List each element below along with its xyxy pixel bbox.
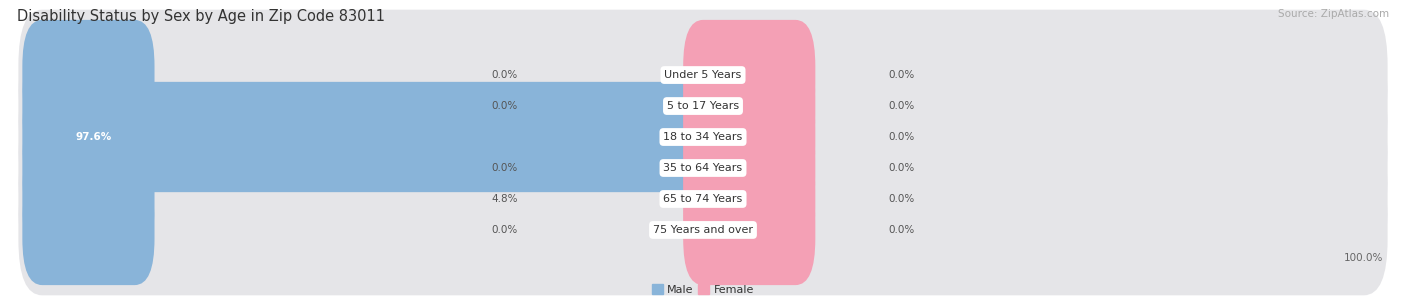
Text: 0.0%: 0.0% [889, 163, 914, 173]
FancyBboxPatch shape [18, 10, 1388, 140]
Text: 65 to 74 Years: 65 to 74 Years [664, 194, 742, 204]
Text: 0.0%: 0.0% [492, 101, 517, 111]
Text: Disability Status by Sex by Age in Zip Code 83011: Disability Status by Sex by Age in Zip C… [17, 9, 385, 24]
Text: Under 5 Years: Under 5 Years [665, 70, 741, 80]
Text: 97.6%: 97.6% [76, 132, 111, 142]
FancyBboxPatch shape [22, 82, 707, 192]
Text: 0.0%: 0.0% [889, 101, 914, 111]
Text: 0.0%: 0.0% [889, 132, 914, 142]
Text: 0.0%: 0.0% [492, 70, 517, 80]
FancyBboxPatch shape [18, 165, 1388, 295]
Text: 0.0%: 0.0% [492, 225, 517, 235]
Text: 0.0%: 0.0% [889, 194, 914, 204]
Text: Source: ZipAtlas.com: Source: ZipAtlas.com [1278, 9, 1389, 19]
Legend: Male, Female: Male, Female [647, 280, 759, 299]
FancyBboxPatch shape [18, 72, 1388, 203]
Text: 0.0%: 0.0% [889, 70, 914, 80]
Text: 18 to 34 Years: 18 to 34 Years [664, 132, 742, 142]
FancyBboxPatch shape [18, 102, 1388, 233]
FancyBboxPatch shape [683, 175, 815, 285]
FancyBboxPatch shape [18, 41, 1388, 171]
FancyBboxPatch shape [683, 113, 815, 223]
FancyBboxPatch shape [22, 144, 155, 254]
FancyBboxPatch shape [683, 82, 815, 192]
FancyBboxPatch shape [22, 51, 155, 161]
FancyBboxPatch shape [22, 113, 155, 223]
FancyBboxPatch shape [683, 20, 815, 130]
FancyBboxPatch shape [683, 144, 815, 254]
Text: 4.8%: 4.8% [492, 194, 517, 204]
Text: 0.0%: 0.0% [492, 163, 517, 173]
Text: 35 to 64 Years: 35 to 64 Years [664, 163, 742, 173]
FancyBboxPatch shape [22, 20, 155, 130]
FancyBboxPatch shape [683, 51, 815, 161]
FancyBboxPatch shape [18, 134, 1388, 264]
Text: 75 Years and over: 75 Years and over [652, 225, 754, 235]
Text: 0.0%: 0.0% [889, 225, 914, 235]
Text: 5 to 17 Years: 5 to 17 Years [666, 101, 740, 111]
FancyBboxPatch shape [22, 175, 155, 285]
